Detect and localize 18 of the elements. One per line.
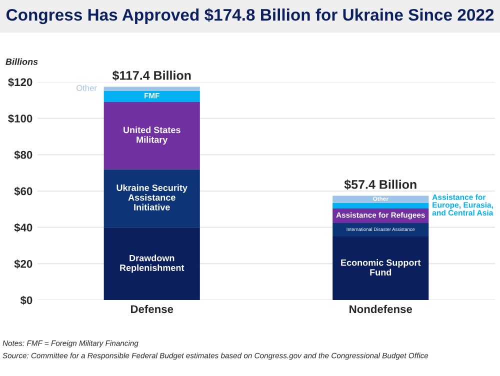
y-axis-title: Billions: [6, 58, 38, 65]
total-label: $117.4 Billion: [112, 70, 191, 81]
x-tick-label: Defense: [131, 304, 174, 314]
series-label: Other: [76, 84, 97, 91]
y-tick-label: $80: [14, 150, 32, 160]
y-tick-label: $40: [14, 223, 32, 232]
series-label: Economic Support Fund: [341, 259, 421, 276]
y-tick-label: $60: [14, 186, 32, 196]
y-tick-label: $120: [8, 78, 32, 87]
series-label: Drawdown Replenishment: [120, 254, 184, 273]
series-label: Ukraine Security Assistance Initiative: [116, 184, 188, 210]
total-label: $57.4 Billion: [344, 180, 416, 190]
series-label: United States Military: [124, 126, 180, 145]
y-tick-label: $20: [14, 259, 32, 269]
chart-title: Congress Has Approved $174.8 Billion for Ukraine Since 2022: [6, 8, 494, 24]
y-tick-label: $100: [8, 114, 32, 124]
y-tick-label: $0: [20, 296, 32, 305]
x-tick-label: Nondefense: [350, 304, 412, 314]
